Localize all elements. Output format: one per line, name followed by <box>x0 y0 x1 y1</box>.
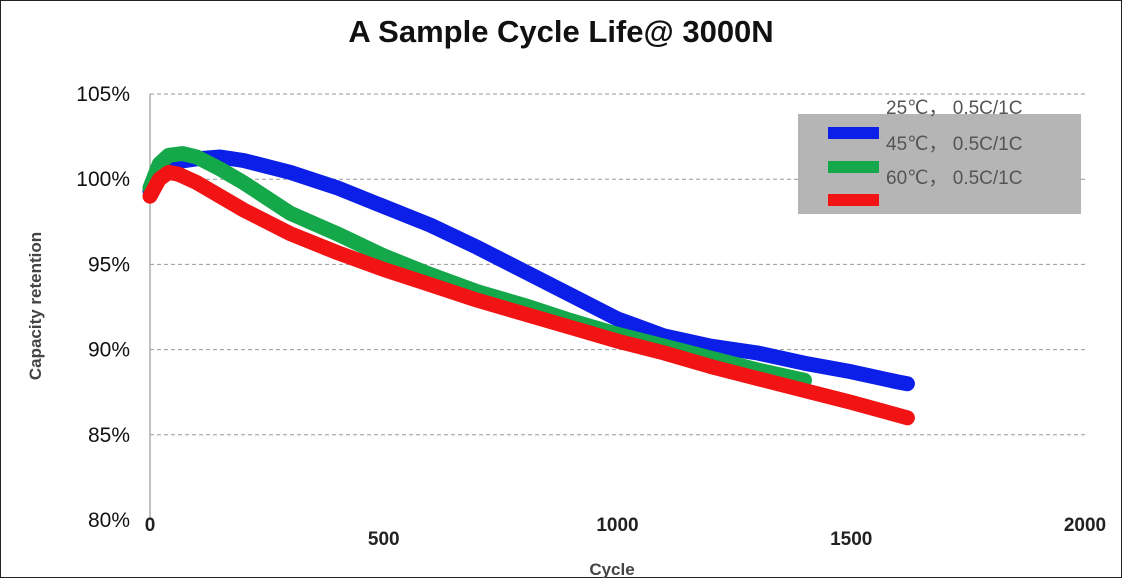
y-tick-label: 85% <box>88 424 130 447</box>
series-lines <box>142 146 915 426</box>
legend-label: 60℃， 0.5C/1C <box>886 168 1022 189</box>
y-tick-label: 105% <box>76 83 130 106</box>
x-tick-label: 2000 <box>1064 515 1106 536</box>
legend: 25℃， 0.5C/1C 45℃， 0.5C/1C 60℃， 0.5C/1C <box>798 98 1081 214</box>
x-tick-label: 1500 <box>830 529 872 550</box>
legend-label: 25℃， 0.5C/1C <box>886 98 1022 119</box>
x-axis-label: Cycle <box>589 560 634 578</box>
legend-label: 45℃， 0.5C/1C <box>886 134 1022 155</box>
y-tick-label: 100% <box>76 168 130 191</box>
legend-swatch <box>828 194 879 206</box>
y-tick-label: 90% <box>88 339 130 362</box>
x-tick-label: 1000 <box>596 515 638 536</box>
series-line-60c <box>142 164 915 426</box>
y-axis-label: Capacity retention <box>26 232 45 380</box>
legend-swatch <box>828 161 879 173</box>
legend-swatch <box>828 127 879 139</box>
y-tick-labels: 80% 85% 90% 95% 100% 105% <box>76 83 130 532</box>
y-tick-label: 95% <box>88 253 130 276</box>
chart-title: A Sample Cycle Life@ 3000N <box>348 14 774 49</box>
x-tick-label: 500 <box>368 529 400 550</box>
y-tick-label: 80% <box>88 509 130 532</box>
x-tick-labels: 0 500 1000 1500 2000 <box>145 515 1106 550</box>
x-tick-label: 0 <box>145 515 156 536</box>
